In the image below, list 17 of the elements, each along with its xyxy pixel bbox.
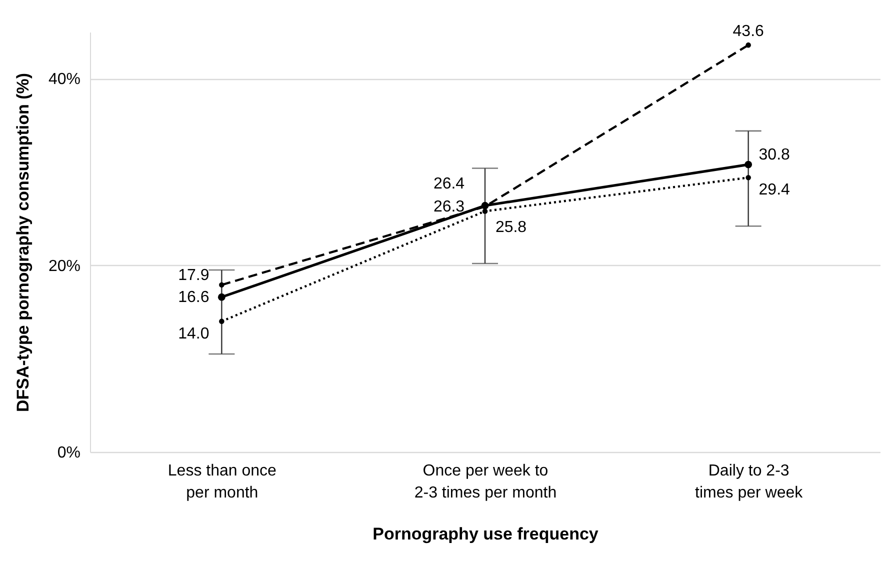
data-label: 26.4 [433,176,465,193]
data-label: 26.3 [433,198,465,216]
y-axis-title: DFSA-type pornography consumption (%) [13,72,32,412]
data-label: 17.9 [178,266,210,284]
data-label: 16.6 [178,289,210,306]
y-tick-label: 0% [57,444,80,462]
data-label: 14.0 [178,325,210,342]
x-tick-label: Once per week to 2-3 times per month [414,462,557,502]
x-tick-label: Daily to 2-3 times per week [695,462,804,502]
data-label: 29.4 [758,182,790,199]
data-label: 30.8 [758,146,790,164]
x-axis-title: Pornography use frequency [372,524,599,544]
data-label: 25.8 [495,219,527,236]
y-tick-label: 40% [48,71,80,88]
y-tick-label: 20% [48,258,80,275]
x-tick-label: Less than once per month [168,462,277,502]
data-label: 43.6 [732,23,764,40]
